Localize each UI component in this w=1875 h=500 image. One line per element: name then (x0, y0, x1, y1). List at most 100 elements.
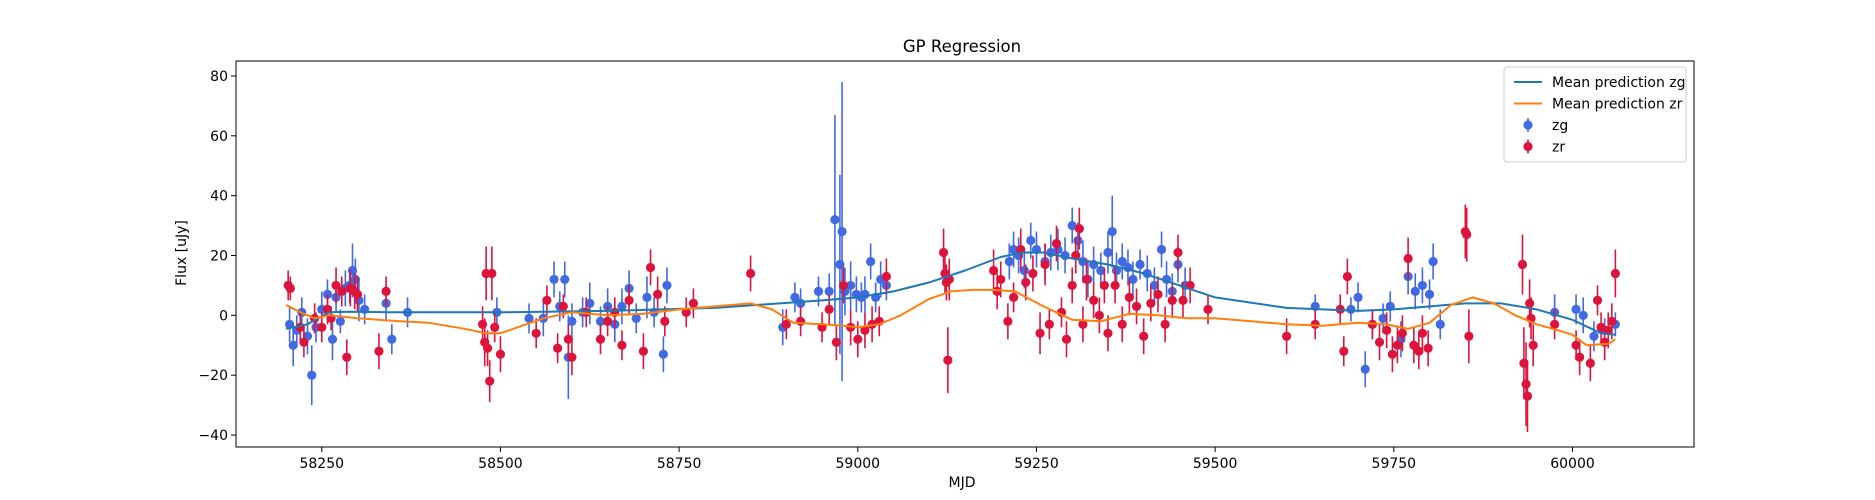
data-point-zr (331, 280, 341, 291)
legend-label: Mean prediction zg (1552, 75, 1686, 91)
data-point-zg (327, 334, 338, 344)
data-point-zr (1310, 319, 1320, 329)
data-point-zr (558, 301, 568, 311)
data-point-zg (1353, 292, 1363, 302)
data-point-zg (1026, 235, 1036, 246)
x-tick-label: 58750 (657, 456, 702, 472)
data-point-zr (824, 304, 834, 314)
data-point-zg (1156, 244, 1167, 255)
data-point-zg (1004, 256, 1014, 267)
data-point-zr (617, 340, 627, 350)
data-point-zg (1073, 235, 1083, 246)
legend-label: zg (1552, 118, 1568, 134)
line-mean-prediction-zg (285, 251, 1616, 336)
y-tick-label: 60 (210, 129, 228, 145)
data-point-zr (381, 286, 391, 297)
data-point-zr (1074, 223, 1084, 234)
data-point-zg (1128, 274, 1138, 285)
chart-title: GP Regression (903, 37, 1021, 56)
data-point-zr (1282, 331, 1292, 341)
data-point-zr (1078, 319, 1088, 329)
data-point-zr (796, 316, 806, 326)
plot-area (235, 60, 1695, 448)
y-tick-label: 20 (210, 248, 228, 264)
legend-entry: zr (1523, 139, 1565, 156)
data-point-zr (1178, 295, 1188, 305)
data-point-zr (1035, 328, 1045, 338)
data-point-zg (1424, 289, 1435, 299)
data-point-zg (1428, 256, 1438, 267)
data-point-zr (660, 316, 670, 326)
data-point-zr (881, 271, 891, 282)
data-point-zg (1435, 319, 1445, 329)
y-tick-label: 0 (219, 308, 228, 324)
data-point-zr (542, 295, 552, 305)
data-point-zr (1528, 340, 1538, 350)
legend-box (1503, 66, 1687, 163)
data-point-zg (1135, 259, 1145, 270)
data-point-zr (1081, 274, 1092, 285)
data-point-zr (490, 322, 500, 332)
data-point-zr (1067, 280, 1077, 291)
data-point-zr (1094, 310, 1104, 320)
data-point-zr (495, 349, 506, 359)
data-point-zr (988, 265, 999, 276)
data-point-zg (1107, 226, 1117, 237)
data-point-zr (299, 337, 309, 347)
data-point-zr (285, 283, 295, 294)
data-point-zr (1462, 229, 1472, 240)
data-point-zr (1124, 292, 1134, 302)
data-point-zr (1009, 292, 1019, 302)
legend-label: zr (1552, 140, 1565, 156)
data-point-zr (1021, 277, 1031, 288)
data-point-zg (658, 349, 668, 359)
data-point-zr (1610, 268, 1620, 279)
data-point-zr (1173, 247, 1183, 258)
data-point-zr (1403, 253, 1413, 264)
data-point-zr (831, 337, 841, 347)
data-point-zr (1099, 280, 1109, 291)
data-point-zr (1117, 319, 1127, 329)
data-point-zr (1596, 322, 1606, 332)
data-point-zg (387, 334, 397, 344)
data-point-zr (342, 352, 352, 362)
data-point-zr (531, 328, 541, 338)
data-point-zr (1339, 346, 1349, 356)
data-point-zg (1096, 265, 1106, 276)
data-point-zg (824, 286, 834, 297)
data-point-zg (1103, 247, 1113, 258)
data-point-zr (1061, 334, 1072, 344)
data-point-zr (553, 343, 563, 353)
data-point-zg (567, 316, 577, 326)
data-point-zg (1117, 256, 1127, 267)
data-point-zg (1410, 286, 1420, 297)
legend-entry: Mean prediction zr (1514, 97, 1683, 113)
data-point-zr (567, 352, 577, 362)
data-point-zg (1019, 265, 1029, 276)
data-point-zg (288, 340, 298, 350)
data-point-zr (1397, 328, 1407, 338)
data-point-zg (1360, 364, 1370, 374)
data-point-zr (563, 334, 573, 344)
legend-entry: Mean prediction zg (1514, 75, 1686, 91)
data-point-zr (1592, 295, 1603, 305)
data-point-zr (1089, 295, 1099, 305)
data-point-zg (866, 256, 876, 267)
x-tick-label: 59500 (1193, 456, 1238, 472)
data-point-zr (1392, 340, 1402, 350)
data-point-zr (853, 334, 863, 344)
axes-frame (235, 60, 1695, 448)
line-mean-prediction-zr (285, 288, 1616, 347)
data-point-zg (524, 313, 534, 323)
data-point-zr (1374, 337, 1385, 347)
data-point-zr (487, 268, 497, 279)
data-point-zr (1342, 271, 1352, 282)
data-point-zr (485, 376, 495, 386)
data-point-zr (1517, 259, 1528, 270)
data-point-zr (996, 274, 1006, 285)
data-point-zr (595, 334, 606, 344)
data-point-zr (1607, 316, 1617, 326)
data-point-zg (837, 226, 847, 237)
data-point-zg (1578, 310, 1588, 320)
